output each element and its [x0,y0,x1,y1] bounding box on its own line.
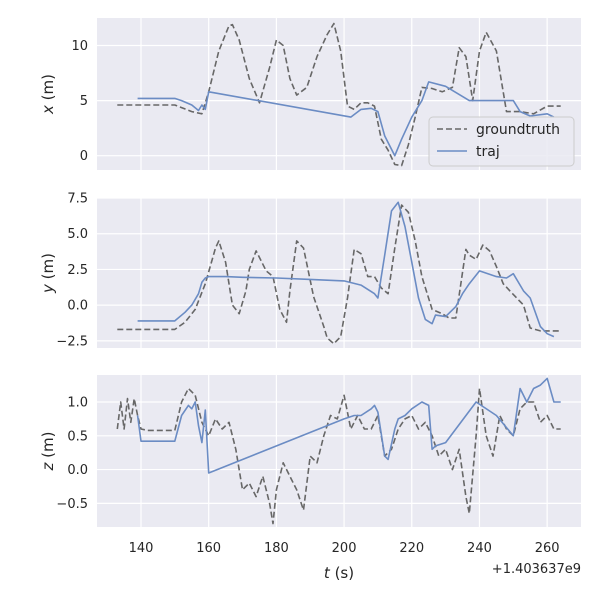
y-tick-label: −0.5 [56,497,88,512]
y-tick-label: 1.0 [67,396,88,411]
x-tick-label: 200 [332,541,357,556]
series-line-traj [137,81,555,157]
subplot-x: 0 5 10 x (m) [39,18,581,170]
y-tick-label: 0.0 [67,299,88,314]
x-axis-offset-label: +1.403637e9 [492,562,581,577]
x-tick-label: 180 [264,541,289,556]
series-line-groundtruth [117,204,561,345]
plot-area-y [97,198,581,348]
series-line-traj [137,201,555,338]
x-tick-label: 140 [129,541,154,556]
x-tick-label: 240 [467,541,492,556]
legend: groundtruth traj [428,116,575,167]
y-tick-label: 0.5 [67,429,88,444]
y-tick-label: 0 [80,149,88,164]
legend-label-groundtruth: groundtruth [476,122,560,138]
subplot-z: −0.5 0.0 0.5 1.0 z (m) 140 160 180 200 220 240 260 [39,375,581,556]
y-axis-label-y: y (m) [39,253,57,294]
x-tick-label: 220 [399,541,424,556]
subplot-y: −2.5 0.0 2.5 5.0 7.5 y (m) [39,192,581,349]
y-tick-label: 10 [71,39,88,54]
y-tick-label: 7.5 [67,192,88,207]
y-tick-label: 2.5 [67,263,88,278]
y-axis-label-x: x (m) [39,74,57,115]
y-tick-label: 0.0 [67,463,88,478]
x-tick-label: 260 [535,541,560,556]
series-line-groundtruth [116,387,561,525]
series-line-traj [136,377,561,474]
y-tick-label: 5.0 [67,227,88,242]
x-axis-label: t (s) [324,564,354,582]
x-tick-label: 160 [196,541,221,556]
y-tick-label: 5 [80,94,88,109]
y-tick-label: −2.5 [56,334,88,349]
legend-label-traj: traj [476,144,500,160]
y-axis-label-z: z (m) [39,432,57,472]
plot-area-z [97,375,581,527]
series-line-groundtruth [117,22,561,167]
